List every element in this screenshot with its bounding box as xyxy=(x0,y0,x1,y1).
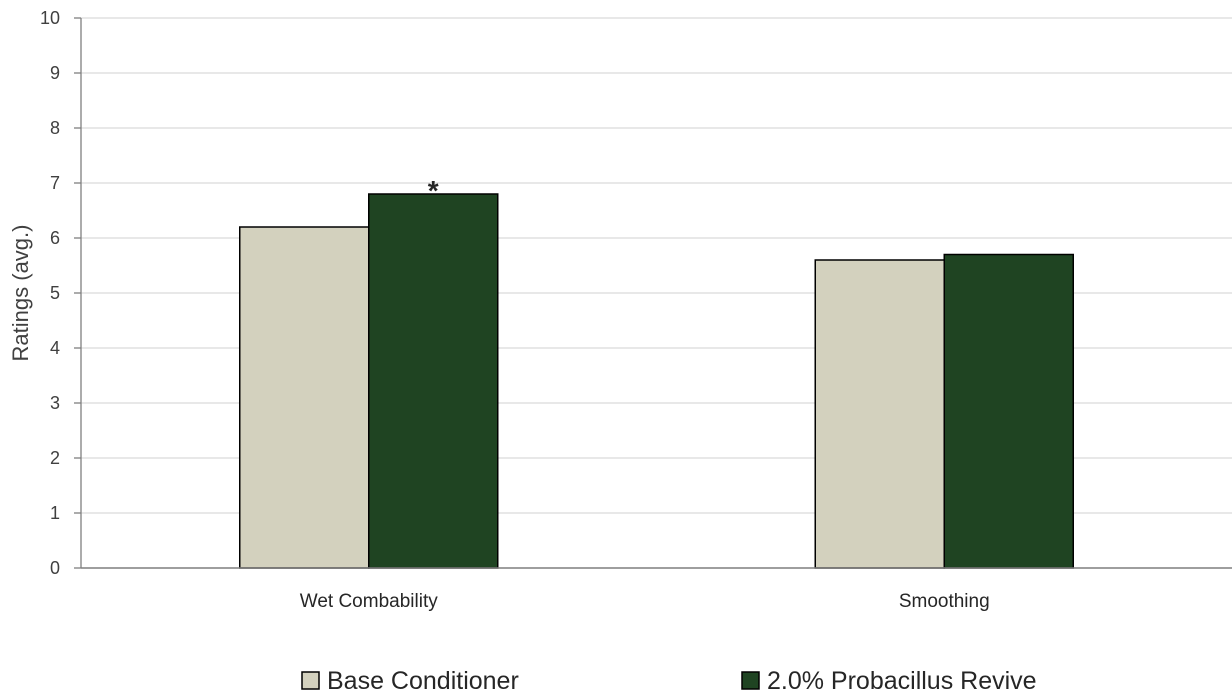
y-tick-label-2: 2 xyxy=(50,448,60,468)
x-category-labels: Wet Combability Smoothing xyxy=(300,591,990,612)
legend-swatch-2 xyxy=(741,671,760,690)
axes xyxy=(80,18,1232,569)
y-tick-label-0: 0 xyxy=(50,558,60,578)
legend: Base Conditioner 2.0% Probacillus Revive xyxy=(301,667,1037,695)
bar-2-2 xyxy=(943,253,1074,569)
bars xyxy=(239,193,1074,569)
y-tick-label-4: 4 xyxy=(50,338,60,358)
y-tick-label-7: 7 xyxy=(50,173,60,193)
bar-1-2 xyxy=(368,193,499,569)
bar-2-1 xyxy=(814,259,945,569)
y-tick-labels: 0 1 2 3 4 5 6 7 8 9 10 xyxy=(40,8,60,578)
y-axis-label: Ratings (avg.) xyxy=(8,225,33,362)
legend-label-2: 2.0% Probacillus Revive xyxy=(767,667,1037,695)
legend-swatch-1 xyxy=(301,671,320,690)
bar-1-1 xyxy=(239,226,370,569)
y-tick-label-10: 10 xyxy=(40,8,60,28)
y-tick-label-3: 3 xyxy=(50,393,60,413)
annotations: * xyxy=(428,175,439,206)
x-category-label-1: Wet Combability xyxy=(300,591,438,612)
y-tick-label-6: 6 xyxy=(50,228,60,248)
legend-label-1: Base Conditioner xyxy=(327,667,519,695)
x-category-label-2: Smoothing xyxy=(899,591,990,612)
y-tick-label-5: 5 xyxy=(50,283,60,303)
y-tick-label-8: 8 xyxy=(50,118,60,138)
y-tick-label-1: 1 xyxy=(50,503,60,523)
annotation-1: * xyxy=(428,175,439,206)
y-tick-label-9: 9 xyxy=(50,63,60,83)
